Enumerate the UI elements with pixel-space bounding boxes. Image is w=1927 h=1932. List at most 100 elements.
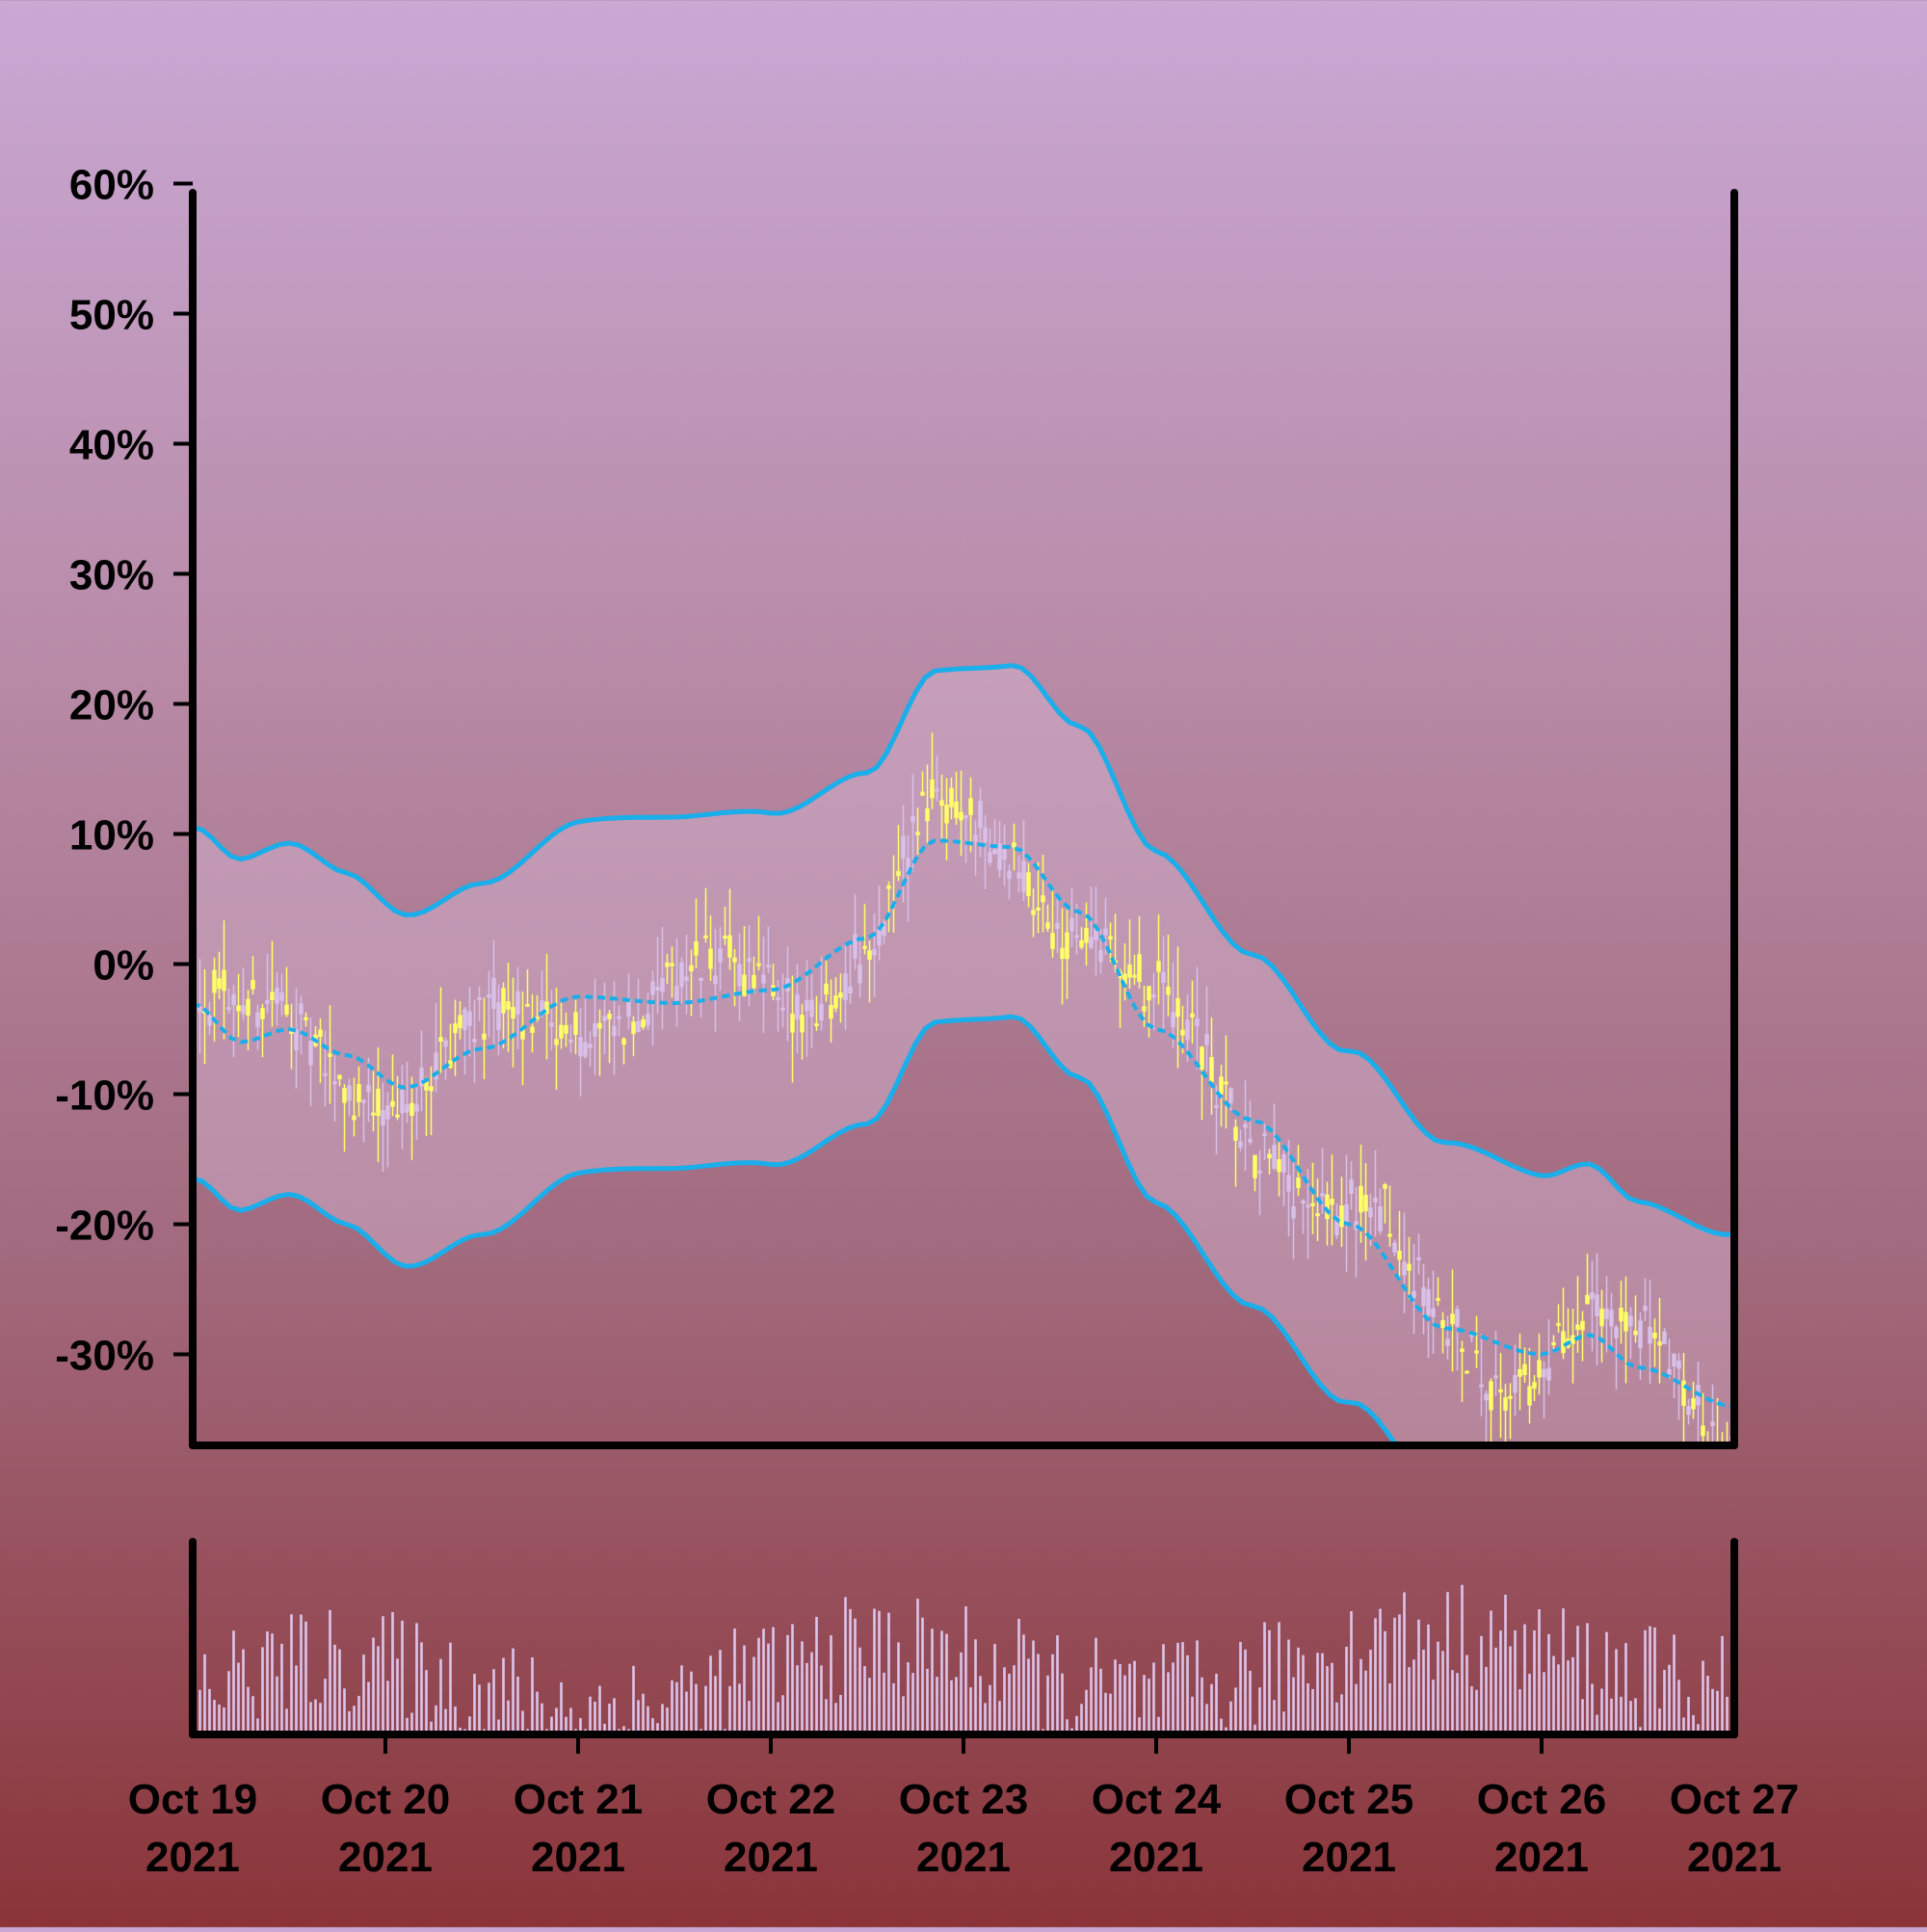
volume-bar [748,1701,751,1734]
volume-bar [926,1668,929,1734]
volume-bar [1273,1700,1276,1734]
x-tick-label-date: Oct 24 [1092,1776,1222,1823]
candle-body [573,1012,578,1035]
volume-bar [338,1649,341,1734]
x-tick-label-year: 2021 [1302,1834,1396,1881]
candle-body [1339,1204,1344,1228]
candle-body [1185,1019,1190,1041]
volume-bar [1162,1644,1165,1734]
candle-body [588,1044,593,1048]
candle-body [607,1013,612,1019]
candle-body [780,1007,785,1011]
volume-bar [1417,1619,1420,1734]
volume-bar [478,1684,481,1734]
volume-bar [1403,1592,1406,1734]
volume-bar [733,1628,736,1734]
candle-body [1161,971,1166,984]
candle-body [275,988,279,1004]
volume-bar [319,1703,322,1734]
volume-bar [1629,1701,1632,1734]
volume-bar [1461,1584,1464,1734]
volume-bar [603,1723,606,1734]
volume-bar [1552,1655,1555,1734]
candle-body [419,1067,424,1087]
volume-bar [1297,1647,1300,1734]
candle-body [727,935,732,958]
volume-bar [1331,1662,1333,1734]
volume-bar [1292,1677,1295,1734]
candle-body [1142,1006,1147,1012]
x-tick-label-date: Oct 25 [1284,1776,1414,1823]
volume-bars [194,1584,1733,1734]
volume-bar [830,1635,832,1734]
candle-body [1045,922,1050,929]
candle-body [703,935,708,939]
volume-bar [1514,1629,1517,1734]
candle-body [496,1002,501,1031]
candle-body [438,1037,443,1043]
candle-body [1648,1326,1652,1344]
candle-body [1016,872,1021,879]
candle-body [323,1072,328,1076]
volume-bar [1263,1622,1266,1734]
candle-body [1002,849,1007,860]
candle-body [1498,1389,1503,1392]
candle-body [1667,1368,1672,1375]
volume-bar [1152,1662,1155,1734]
candle-body [1638,1320,1643,1349]
volume-bar [637,1700,640,1734]
volume-bar [516,1677,519,1734]
candle-body [361,1099,366,1103]
volume-bar [1176,1642,1179,1734]
candle-body [1156,961,1161,972]
candle-body [260,1008,265,1019]
volume-bar [242,1649,245,1734]
volume-bar [367,1681,370,1734]
candle-body [925,807,930,822]
volume-bar [357,1695,360,1734]
candle-body [1604,1308,1609,1319]
candle-body [1657,1341,1662,1346]
candle-body [1426,1289,1431,1315]
volume-bar [1427,1624,1430,1734]
band-upper-line [193,663,1734,1237]
volume-bar [1095,1637,1097,1734]
volume-bar [1384,1630,1386,1734]
candle-body [920,791,925,796]
volume-bar [1470,1685,1473,1734]
volume-bar [781,1695,784,1734]
volume-bar [1697,1724,1700,1734]
volume-bar [1490,1610,1492,1734]
volume-bar [1523,1624,1526,1734]
candle-body [1599,1309,1604,1327]
volume-bar [998,1701,1001,1734]
volume-bar [1702,1660,1704,1734]
candle-body [1681,1380,1686,1407]
volume-bar [1721,1635,1724,1734]
candle-body [226,1007,231,1011]
volume-bar [1138,1717,1141,1734]
candle-body [1103,928,1108,936]
candle-body [1469,1334,1474,1337]
candle-body [882,922,886,937]
candle-body [270,992,275,1001]
y-tick-label: 20% [69,682,154,729]
candle-body [988,852,992,863]
candle-body [665,962,670,967]
candle-body [1007,870,1012,879]
volume-bar [488,1682,490,1734]
volume-bar [969,1687,972,1734]
y-tick-label: 10% [69,812,154,860]
volume-bar [1649,1626,1651,1734]
candle-body [390,1100,395,1107]
volume-bar [1017,1618,1020,1734]
volume-bar [1586,1623,1589,1734]
candle-body [1253,1154,1257,1178]
volume-bar [261,1647,264,1734]
candle-body [265,999,270,1004]
volume-bar [810,1652,813,1734]
candle-body [1493,1375,1498,1379]
candle-body [655,987,660,991]
candle-body [617,1016,621,1019]
candle-body [1214,1104,1219,1108]
